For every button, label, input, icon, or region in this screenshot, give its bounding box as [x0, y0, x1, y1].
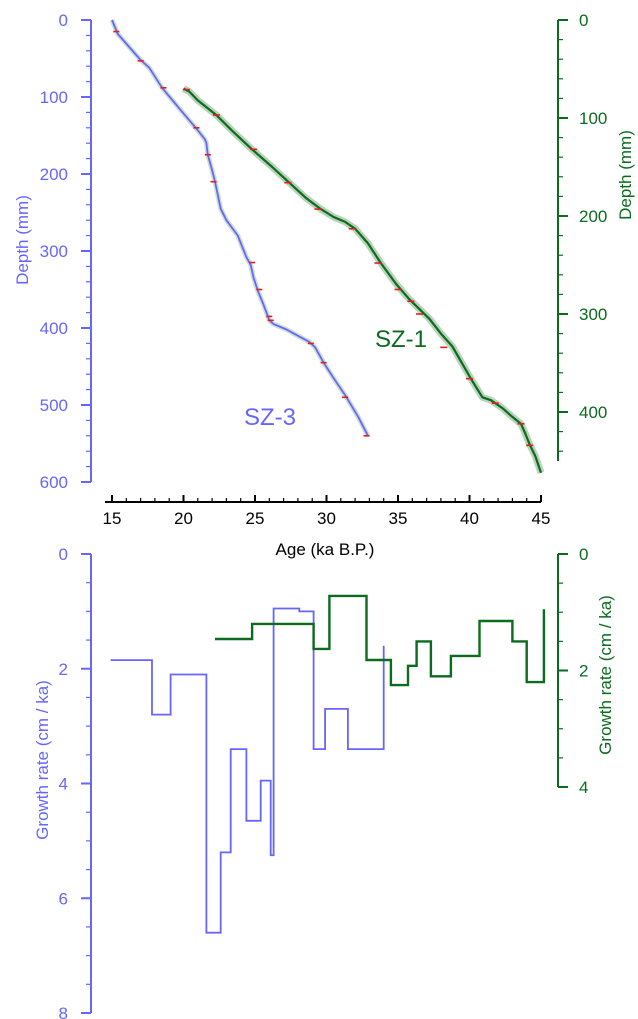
top-right-tick-label: 0 — [579, 11, 588, 30]
top-right-tick-label: 300 — [579, 305, 607, 324]
sz1-uncertainty-band — [181, 85, 545, 474]
top-left-tick-label: 100 — [40, 88, 68, 107]
sz3-growth-rate-line — [110, 607, 385, 934]
age-axis-tick-label: 15 — [103, 509, 122, 528]
bottom-left-axis-title: Growth rate (cm / ka) — [33, 680, 52, 840]
top-left-tick-label: 400 — [40, 319, 68, 338]
bottom-left-tick-label: 2 — [59, 660, 68, 679]
growth-rate-chart: 0 2 4 6 8 0 2 4 — [59, 545, 589, 1019]
bottom-right-tick-label: 0 — [579, 545, 588, 564]
top-left-tick-label: 600 — [40, 473, 68, 492]
bottom-left-tick-label: 4 — [59, 775, 68, 794]
top-right-tick-label: 400 — [579, 403, 607, 422]
bottom-right-axis-title: Growth rate (cm / ka) — [596, 595, 615, 755]
top-left-tick-label: 300 — [40, 242, 68, 261]
sz1-series-label: SZ-1 — [375, 326, 427, 353]
age-axis-tick-label: 25 — [246, 509, 265, 528]
top-left-axis-title: Depth (mm) — [13, 195, 32, 285]
sz1-age-model-line — [183, 87, 543, 474]
bottom-right-tick-label: 4 — [579, 778, 588, 797]
age-axis-tick-label: 30 — [317, 509, 336, 528]
bottom-right-tick-label: 2 — [579, 662, 588, 681]
bottom-left-tick-label: 0 — [59, 545, 68, 564]
age-axis-tick-label: 35 — [389, 509, 408, 528]
top-left-tick-label: 0 — [59, 11, 68, 30]
top-right-axis-title: Depth (mm) — [616, 130, 635, 220]
sz3-age-model-line — [111, 19, 369, 437]
top-right-tick-label: 200 — [579, 207, 607, 226]
chart-labels: Age (ka B.P.) Depth (mm) Depth (mm) Grow… — [13, 130, 635, 840]
top-left-tick-label: 200 — [40, 165, 68, 184]
age-axis-title: Age (ka B.P.) — [276, 540, 375, 559]
bottom-left-tick-label: 8 — [59, 1004, 68, 1019]
top-left-tick-label: 500 — [40, 396, 68, 415]
sz3-series-label: SZ-3 — [244, 404, 296, 431]
age-axis-tick-label: 40 — [460, 509, 479, 528]
top-right-tick-label: 100 — [579, 109, 607, 128]
sz1-growth-rate-line — [215, 594, 546, 687]
age-axis-tick-label: 45 — [532, 509, 551, 528]
depth-age-chart: 0 100 200 300 400 500 600 0 100 200 300 400 15 20 25 30… — [40, 11, 608, 528]
bottom-left-tick-label: 6 — [59, 889, 68, 908]
age-axis-tick-label: 20 — [174, 509, 193, 528]
